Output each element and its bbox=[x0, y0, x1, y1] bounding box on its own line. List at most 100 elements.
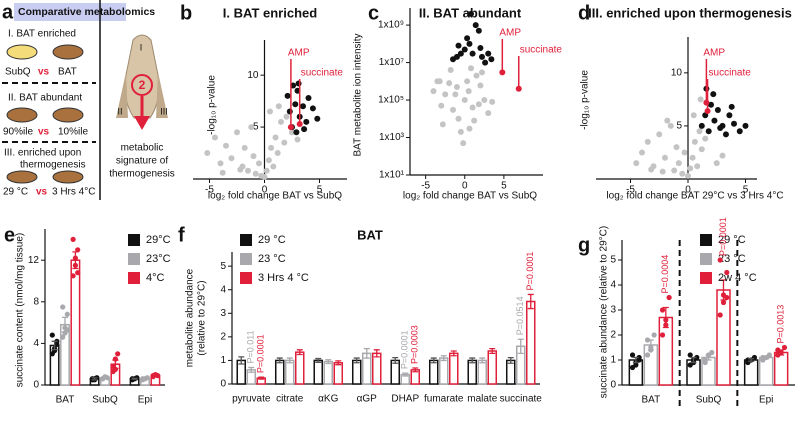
data-point bbox=[690, 112, 697, 119]
data-point bbox=[248, 124, 255, 131]
point-label: succinate bbox=[301, 68, 344, 79]
y-tick-label: 5 bbox=[610, 255, 616, 266]
x-tick-label: succinate bbox=[500, 394, 543, 405]
data-point bbox=[267, 108, 273, 115]
legend-swatch bbox=[128, 253, 140, 265]
data-point bbox=[466, 125, 473, 132]
row-left: 29 °C bbox=[3, 187, 28, 198]
error-bar bbox=[720, 279, 727, 301]
data-point bbox=[305, 95, 312, 101]
data-point bbox=[728, 103, 735, 110]
data-point bbox=[702, 357, 708, 363]
error-bar bbox=[527, 293, 534, 310]
x-tick-label: citrate bbox=[276, 394, 304, 405]
y-tick-label: 1 bbox=[220, 355, 226, 366]
panel-a: a Comparative metabolomics I. BAT enrich… bbox=[2, 0, 175, 200]
data-point bbox=[781, 344, 788, 351]
error-bar bbox=[296, 349, 303, 356]
chart-title: III. enriched upon thermogenesis bbox=[588, 5, 792, 20]
y-tick-label: 3 bbox=[220, 308, 226, 319]
data-point bbox=[436, 78, 443, 85]
header: Comparative metabolomics bbox=[18, 6, 155, 18]
legend-label: 3 Hrs 4 °C bbox=[258, 272, 309, 284]
tissue-icon bbox=[6, 107, 38, 123]
data-point bbox=[696, 128, 703, 135]
data-point bbox=[719, 152, 726, 159]
data-point bbox=[301, 126, 308, 133]
data-point bbox=[687, 352, 693, 358]
data-point bbox=[659, 307, 666, 313]
chart-title: BAT bbox=[357, 227, 383, 242]
bar bbox=[313, 359, 323, 385]
row-title: I. BAT enriched bbox=[8, 29, 76, 40]
y-tick-label: 8 bbox=[33, 296, 39, 307]
data-point bbox=[466, 40, 473, 47]
data-point bbox=[281, 139, 288, 146]
data-point bbox=[453, 83, 460, 90]
x-tick-label: SubQ bbox=[696, 395, 722, 406]
data-point bbox=[711, 117, 718, 124]
p-value: P=0.0001 bbox=[525, 252, 535, 291]
row-right: 3 Hrs 4°C bbox=[52, 187, 95, 198]
data-point bbox=[219, 169, 226, 176]
data-point bbox=[455, 115, 462, 122]
x-axis-label: log₂ fold change BAT vs SubQ bbox=[208, 191, 342, 202]
data-point bbox=[461, 97, 468, 104]
y-axis-label: succinate content (nmol/mg tissue) bbox=[15, 233, 26, 388]
bar bbox=[351, 359, 362, 385]
data-point bbox=[475, 27, 482, 34]
y-axis-label: metabolite abundance bbox=[185, 268, 196, 367]
y-tick-label: 0 bbox=[220, 379, 226, 390]
data-point bbox=[489, 98, 496, 105]
error-bar bbox=[258, 376, 265, 380]
row-title: thermogenesis bbox=[20, 160, 86, 171]
bar bbox=[438, 357, 449, 385]
x-tick-label: Epi bbox=[138, 395, 152, 406]
legend-label: 2w 4 °C bbox=[718, 272, 757, 284]
point-label: succinate bbox=[709, 68, 752, 79]
data-point bbox=[204, 150, 211, 157]
error-bar bbox=[763, 355, 770, 360]
bar bbox=[274, 359, 285, 385]
error-bar bbox=[430, 357, 437, 364]
bar bbox=[477, 359, 488, 385]
point-label: succinate bbox=[520, 45, 563, 56]
point-label: AMP bbox=[288, 48, 310, 59]
data-point bbox=[70, 236, 76, 242]
data-point bbox=[651, 332, 657, 338]
data-point bbox=[717, 312, 723, 318]
bar bbox=[284, 359, 295, 385]
data-point bbox=[60, 304, 66, 310]
y-axis-label: succinate abundance (relative to 29°C) bbox=[599, 226, 610, 398]
y-tick-label: 3 bbox=[610, 305, 616, 316]
p-value: P=0.0001 bbox=[718, 217, 728, 256]
data-point bbox=[460, 140, 467, 147]
bar bbox=[526, 300, 536, 385]
roman: I bbox=[140, 42, 143, 52]
mouse-icon bbox=[116, 72, 168, 118]
data-point bbox=[666, 294, 672, 301]
data-point bbox=[70, 273, 76, 279]
data-point bbox=[457, 128, 464, 135]
data-point bbox=[639, 149, 645, 156]
p-value: P=0.011 bbox=[246, 330, 256, 363]
error-bar bbox=[276, 357, 283, 364]
x-tick-label: pyruvate bbox=[232, 394, 271, 405]
bar bbox=[428, 359, 439, 385]
arrow-head bbox=[134, 116, 150, 130]
x-axis-label: log₂ fold change BAT vs SubQ bbox=[403, 191, 537, 202]
data-point bbox=[468, 10, 475, 17]
legend-swatch bbox=[128, 272, 140, 284]
data-point bbox=[482, 59, 489, 66]
error-bar bbox=[748, 358, 755, 362]
y-tick-label: 2 bbox=[610, 330, 616, 341]
data-point bbox=[659, 332, 666, 338]
step-circle bbox=[131, 74, 153, 96]
data-point bbox=[713, 160, 720, 167]
error-bar bbox=[412, 367, 419, 373]
data-point bbox=[481, 97, 488, 104]
data-point bbox=[457, 50, 464, 57]
data-point bbox=[726, 112, 733, 119]
data-point bbox=[461, 46, 468, 53]
error-bar bbox=[632, 356, 639, 364]
